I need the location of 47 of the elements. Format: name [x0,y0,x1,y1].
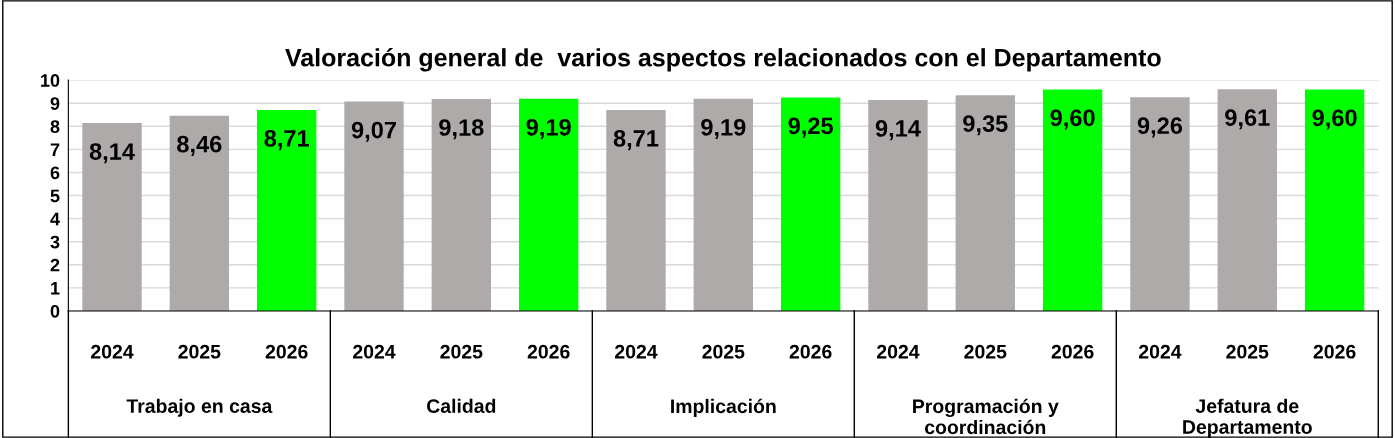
data-label: 8,71 [613,130,659,151]
x-tick-label: 2026 [527,344,570,359]
chart-title: Valoración general de varios aspectos relacionados con el Departamento [285,47,1161,72]
x-tick-label: 2025 [178,344,221,359]
data-label: 8,14 [89,143,135,164]
data-label: 9,14 [875,120,921,141]
x-tick-label: 2026 [789,344,832,359]
x-tick-label: 2025 [964,344,1007,359]
y-tick-label: 2 [50,258,60,272]
text: Trabajo en casa [126,398,273,417]
data-label: 8,71 [264,130,309,151]
text: Implicación [671,398,776,417]
x-tick-label: 2026 [265,344,308,359]
y-tick-label: 0 [50,304,60,318]
data-label: 9,25 [788,117,833,138]
x-tick-label: 2024 [615,344,658,359]
y-tick-label: 9 [50,97,60,110]
x-tick-label: 2025 [702,344,745,359]
data-label: 9,61 [1225,109,1270,130]
data-label: 9,35 [963,115,1008,136]
data-label: 9,60 [1050,109,1095,130]
data-label: 9,07 [351,121,396,142]
x-tick-label: 2026 [1051,344,1094,359]
x-tick-label: 2024 [1138,344,1182,359]
text: Programación y coordinación [913,398,1059,435]
x-tick-label: 2024 [353,344,396,359]
y-tick-label: 6 [50,166,60,180]
x-tick-label: 2026 [1313,344,1356,359]
x-tick-label: 2024 [877,344,920,359]
data-label: 9,19 [526,118,571,140]
x-tick-label: 2025 [440,344,483,359]
y-tick-label: 5 [50,189,60,203]
data-label: 9,18 [439,119,484,140]
text: Calidad [427,398,496,413]
data-label: 8,46 [177,135,222,156]
data-label: 9,60 [1312,109,1357,130]
y-tick-label: 10 [41,74,60,87]
text: Jefatura de Departamento [1183,398,1312,438]
y-tick-label: 1 [51,282,60,295]
y-tick-label: 3 [50,235,60,249]
y-tick-label: 4 [50,212,60,226]
data-label: 9,19 [701,118,746,140]
y-tick-label: 7 [50,143,60,156]
y-tick-label: 8 [50,120,60,134]
data-label: 9,26 [1137,117,1183,138]
x-tick-label: 2025 [1226,344,1269,359]
x-tick-label: 2024 [91,344,134,359]
